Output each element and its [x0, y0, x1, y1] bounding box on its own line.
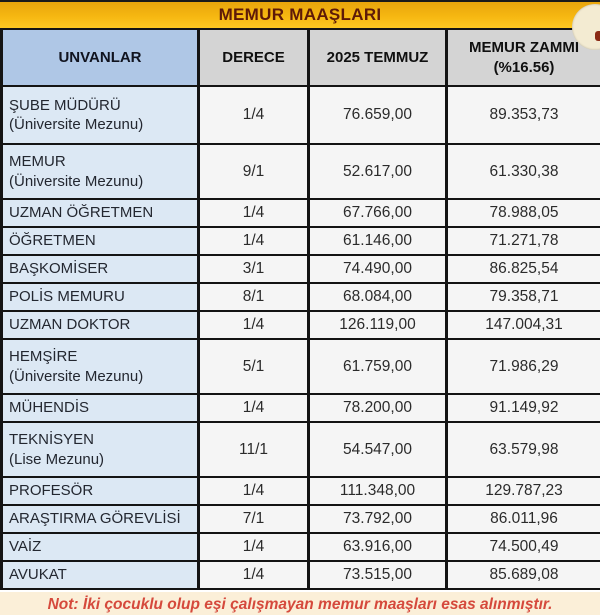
derece-cell: 7/1 — [197, 504, 310, 534]
zam-cell: 129.787,23 — [445, 476, 600, 506]
derece-cell: 5/1 — [197, 338, 310, 395]
unvan-cell: ŞUBE MÜDÜRÜ (Üniversite Mezunu) — [0, 85, 200, 145]
footnote-bar: Not: İki çocuklu olup eşi çalışmayan mem… — [0, 592, 600, 615]
temmuz-cell: 61.759,00 — [307, 338, 448, 395]
zam-cell: 78.988,05 — [445, 198, 600, 228]
column-header-unvanlar: UNVANLAR — [0, 28, 200, 87]
zam-cell: 147.004,31 — [445, 310, 600, 340]
table-row: TEKNİSYEN (Lise Mezunu) 11/1 54.547,00 63… — [0, 421, 600, 478]
unvan-cell: ÖĞRETMEN — [0, 226, 200, 256]
table-row: UZMAN DOKTOR 1/4 126.119,00 147.004,31 — [0, 310, 600, 340]
derece-cell: 1/4 — [197, 393, 310, 423]
derece-cell: 1/4 — [197, 532, 310, 562]
temmuz-cell: 76.659,00 — [307, 85, 448, 145]
zam-cell: 61.330,38 — [445, 143, 600, 200]
page-title: MEMUR MAAŞLARI — [218, 5, 382, 24]
derece-cell: 1/4 — [197, 476, 310, 506]
zam-cell: 89.353,73 — [445, 85, 600, 145]
table-row: PROFESÖR 1/4 111.348,00 129.787,23 — [0, 476, 600, 506]
table-row: POLİS MEMURU 8/1 68.084,00 79.358,71 — [0, 282, 600, 312]
zam-cell: 74.500,49 — [445, 532, 600, 562]
unvan-cell: UZMAN ÖĞRETMEN — [0, 198, 200, 228]
temmuz-cell: 126.119,00 — [307, 310, 448, 340]
unvan-cell: TEKNİSYEN (Lise Mezunu) — [0, 421, 200, 478]
temmuz-cell: 63.916,00 — [307, 532, 448, 562]
temmuz-cell: 68.084,00 — [307, 282, 448, 312]
unvan-cell: BAŞKOMİSER — [0, 254, 200, 284]
unvan-cell: UZMAN DOKTOR — [0, 310, 200, 340]
unvan-cell: PROFESÖR — [0, 476, 200, 506]
unvan-cell: POLİS MEMURU — [0, 282, 200, 312]
temmuz-cell: 73.515,00 — [307, 560, 448, 590]
memur-zammi-percent: (%16.56) — [493, 58, 555, 76]
derece-cell: 1/4 — [197, 226, 310, 256]
derece-cell: 8/1 — [197, 282, 310, 312]
derece-cell: 9/1 — [197, 143, 310, 200]
zam-cell: 71.271,78 — [445, 226, 600, 256]
derece-cell: 3/1 — [197, 254, 310, 284]
derece-cell: 11/1 — [197, 421, 310, 478]
zam-cell: 85.689,08 — [445, 560, 600, 590]
zam-cell: 86.825,54 — [445, 254, 600, 284]
temmuz-cell: 78.200,00 — [307, 393, 448, 423]
column-header-derece: DERECE — [197, 28, 310, 87]
derece-cell: 1/4 — [197, 310, 310, 340]
temmuz-cell: 61.146,00 — [307, 226, 448, 256]
sticker-mark-decoration — [595, 31, 600, 41]
unvan-cell: MEMUR (Üniversite Mezunu) — [0, 143, 200, 200]
table-row: ARAŞTIRMA GÖREVLİSİ 7/1 73.792,00 86.011… — [0, 504, 600, 534]
table-row: VAİZ 1/4 63.916,00 74.500,49 — [0, 532, 600, 562]
derece-cell: 1/4 — [197, 85, 310, 145]
temmuz-cell: 54.547,00 — [307, 421, 448, 478]
unvan-cell: MÜHENDİS — [0, 393, 200, 423]
footnote-text: Not: İki çocuklu olup eşi çalışmayan mem… — [47, 595, 553, 613]
temmuz-cell: 67.766,00 — [307, 198, 448, 228]
unvan-cell: VAİZ — [0, 532, 200, 562]
table-row: ŞUBE MÜDÜRÜ (Üniversite Mezunu) 1/4 76.65… — [0, 85, 600, 145]
unvan-cell: ARAŞTIRMA GÖREVLİSİ — [0, 504, 200, 534]
temmuz-cell: 52.617,00 — [307, 143, 448, 200]
memur-zammi-label: MEMUR ZAMMI — [469, 39, 579, 56]
table-row: UZMAN ÖĞRETMEN 1/4 67.766,00 78.988,05 — [0, 198, 600, 228]
unvan-cell: AVUKAT — [0, 560, 200, 590]
table-row: HEMŞİRE (Üniversite Mezunu) 5/1 61.759,00… — [0, 338, 600, 395]
temmuz-cell: 74.490,00 — [307, 254, 448, 284]
zam-cell: 71.986,29 — [445, 338, 600, 395]
zam-cell: 79.358,71 — [445, 282, 600, 312]
temmuz-cell: 111.348,00 — [307, 476, 448, 506]
zam-cell: 86.011,96 — [445, 504, 600, 534]
temmuz-cell: 73.792,00 — [307, 504, 448, 534]
derece-cell: 1/4 — [197, 560, 310, 590]
table-row: MÜHENDİS 1/4 78.200,00 91.149,92 — [0, 393, 600, 423]
table-row: ÖĞRETMEN 1/4 61.146,00 71.271,78 — [0, 226, 600, 256]
header-row: UNVANLAR DERECE 2025 TEMMUZ MEMUR ZAMMI … — [0, 28, 600, 87]
zam-cell: 63.579,98 — [445, 421, 600, 478]
column-header-2025-temmuz: 2025 TEMMUZ — [307, 28, 448, 87]
zam-cell: 91.149,92 — [445, 393, 600, 423]
salary-table: UNVANLAR DERECE 2025 TEMMUZ MEMUR ZAMMI … — [0, 28, 600, 590]
table-row: MEMUR (Üniversite Mezunu) 9/1 52.617,00 6… — [0, 143, 600, 200]
table-row: BAŞKOMİSER 3/1 74.490,00 86.825,54 — [0, 254, 600, 284]
unvan-cell: HEMŞİRE (Üniversite Mezunu) — [0, 338, 200, 395]
table-row: AVUKAT 1/4 73.515,00 85.689,08 — [0, 560, 600, 590]
table-title-bar: MEMUR MAAŞLARI — [0, 0, 600, 28]
derece-cell: 1/4 — [197, 198, 310, 228]
